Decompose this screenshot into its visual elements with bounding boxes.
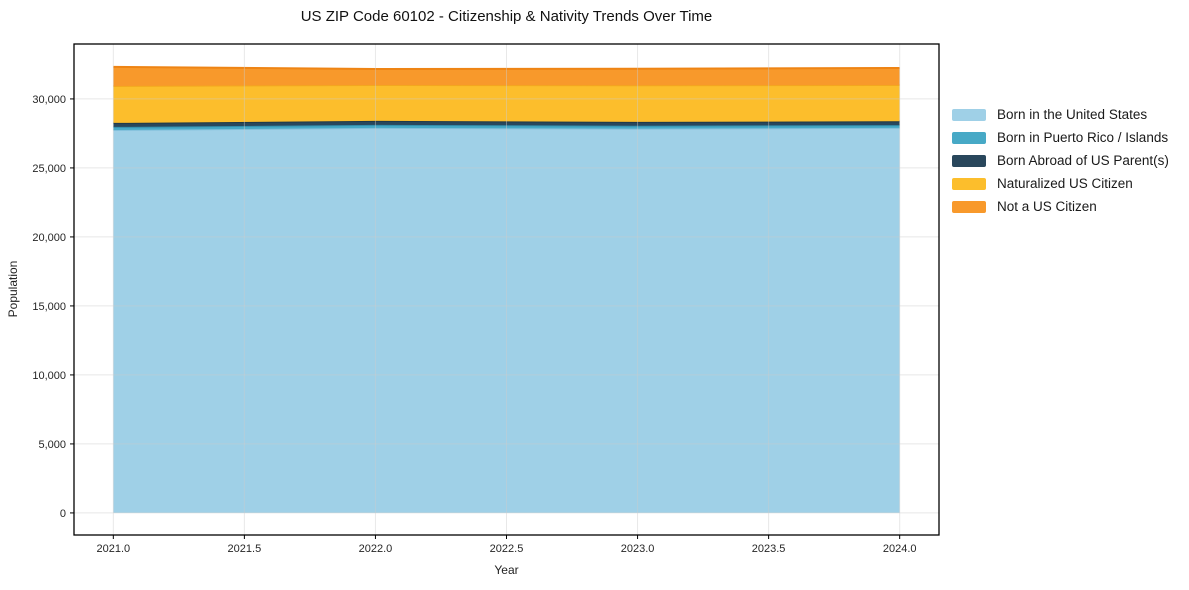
x-tick-label: 2022.5 [490,543,524,555]
legend-item-0: Born in the United States [952,103,1169,126]
area-edge-series-4 [113,65,900,70]
legend-label: Naturalized US Citizen [997,176,1133,191]
legend-swatch [952,131,986,144]
legend-item-3: Naturalized US Citizen [952,172,1169,195]
y-tick-label: 20,000 [32,232,66,244]
legend-swatch [952,200,986,213]
y-tick-label: 10,000 [32,370,66,382]
x-tick-label: 2023.5 [752,543,786,555]
legend-item-4: Not a US Citizen [952,195,1169,218]
legend: Born in the United States Born in Puerto … [952,103,1169,218]
y-tick-label: 0 [60,508,66,520]
legend-swatch [952,108,986,121]
x-tick-label: 2021.0 [96,543,130,555]
legend-swatch [952,177,986,190]
x-tick-label: 2022.0 [359,543,393,555]
x-axis-label: Year [494,563,519,577]
legend-label: Not a US Citizen [997,199,1097,214]
area-series-3 [113,84,900,123]
y-tick-label: 30,000 [32,94,66,106]
y-tick-label: 25,000 [32,163,66,175]
legend-item-1: Born in Puerto Rico / Islands [952,126,1169,149]
legend-label: Born Abroad of US Parent(s) [997,153,1169,168]
legend-swatch [952,154,986,167]
x-tick-label: 2023.0 [621,543,655,555]
x-tick-label: 2024.0 [883,543,917,555]
y-tick-label: 5,000 [38,439,66,451]
legend-label: Born in Puerto Rico / Islands [997,130,1169,145]
area-series-4 [113,66,900,86]
area-series-0 [113,127,900,513]
legend-label: Born in the United States [997,107,1148,122]
y-tick-label: 15,000 [32,301,66,313]
legend-item-2: Born Abroad of US Parent(s) [952,149,1169,172]
y-axis-label: Population [6,260,20,318]
chart-title: US ZIP Code 60102 - Citizenship & Nativi… [300,8,713,25]
x-tick-label: 2021.5 [228,543,262,555]
